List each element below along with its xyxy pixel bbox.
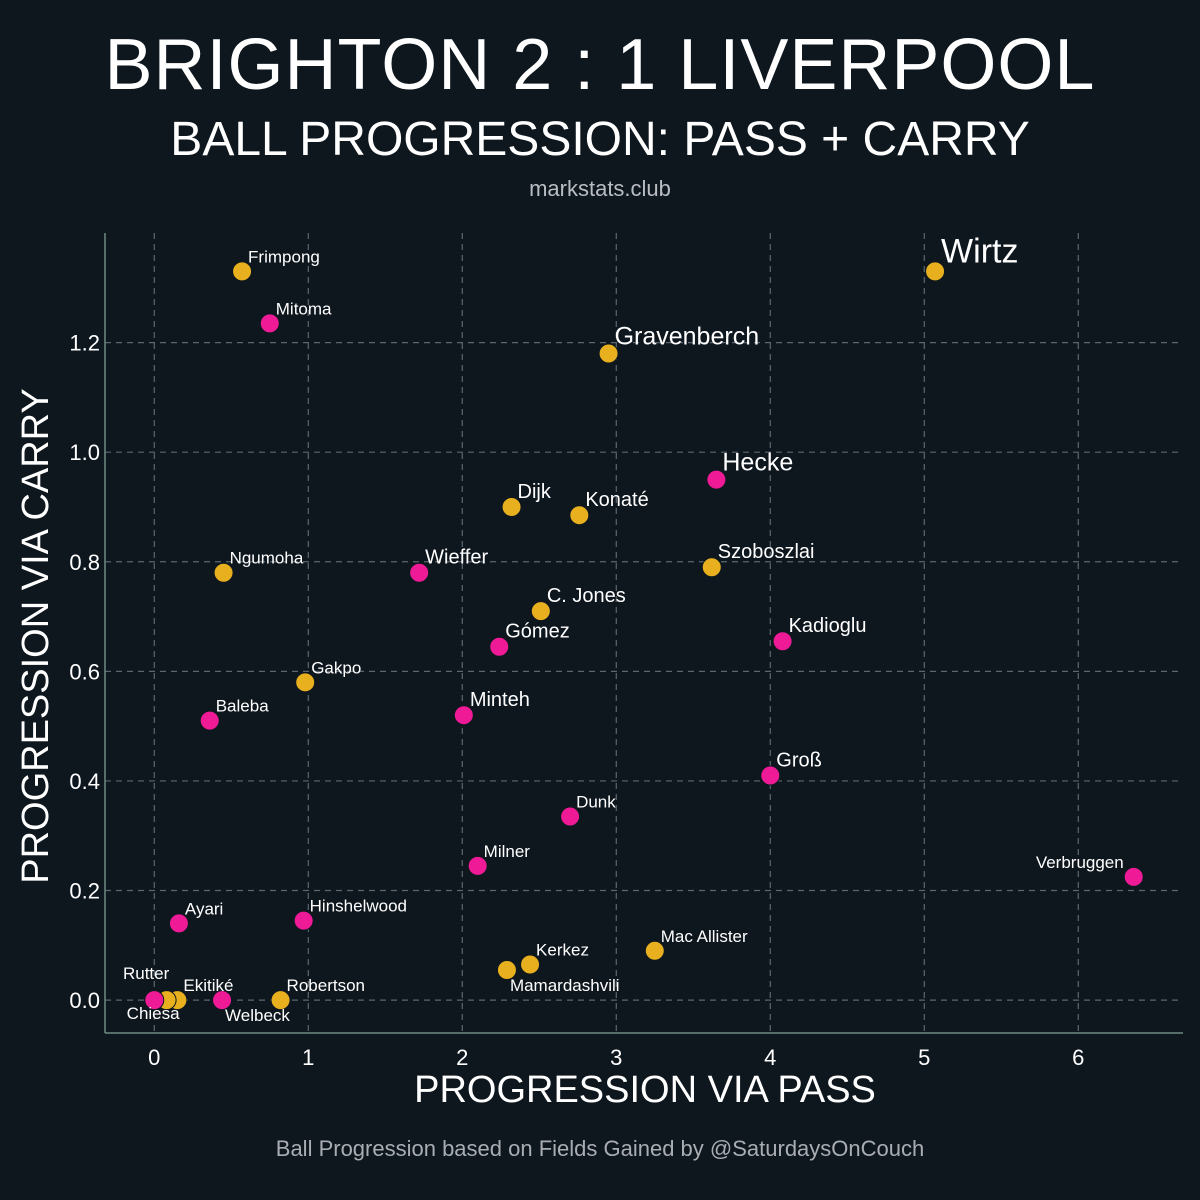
point-label: Ayari — [185, 899, 223, 918]
point-label: Rutter — [123, 964, 170, 983]
y-tick-label: 0.0 — [69, 988, 100, 1013]
point-kadioglu — [772, 631, 793, 652]
point-label: Gakpo — [311, 658, 361, 677]
site-credit: markstats.club — [529, 176, 671, 201]
y-tick-label: 0.8 — [69, 550, 100, 575]
x-tick-label: 1 — [302, 1045, 314, 1070]
point-label: C. Jones — [547, 585, 626, 607]
point-label: Chiesa — [127, 1004, 180, 1023]
point-gakpo — [295, 672, 316, 693]
x-tick-label: 4 — [764, 1045, 776, 1070]
x-tick-label: 0 — [148, 1045, 160, 1070]
point-mitoma — [259, 313, 280, 334]
point-dijk — [501, 496, 522, 517]
x-tick-label: 2 — [456, 1045, 468, 1070]
footer-credit: Ball Progression based on Fields Gained … — [275, 1136, 925, 1161]
point-label: Groß — [776, 749, 822, 771]
point-label: Milner — [484, 842, 531, 861]
point-label: Hecke — [722, 449, 793, 477]
x-tick-label: 6 — [1072, 1045, 1084, 1070]
point-label: Gómez — [505, 621, 569, 643]
axes — [104, 233, 1183, 1034]
tick-labels: 0 1 2 3 4 5 6 0.0 0.2 0.4 0.6 0.8 1.0 1.2 — [69, 331, 1084, 1070]
chart-title: BRIGHTON 2 : 1 LIVERPOOL — [104, 25, 1096, 105]
point-label: Frimpong — [248, 247, 320, 266]
y-tick-label: 1.0 — [69, 440, 100, 465]
point-robertson — [270, 990, 291, 1011]
point-ngumoha — [213, 562, 234, 583]
point-label: Konaté — [585, 489, 648, 511]
point-minteh — [453, 705, 474, 726]
point-hecke — [706, 469, 727, 490]
point-dunk — [560, 806, 581, 827]
point-label: Dunk — [576, 793, 616, 812]
point-label: Hinshelwood — [310, 897, 407, 916]
point-label: Wirtz — [941, 232, 1018, 270]
y-tick-label: 1.2 — [69, 331, 100, 356]
point-label: Szoboszlai — [718, 541, 815, 563]
point-rutter — [144, 990, 165, 1011]
point-gro- — [760, 765, 781, 786]
point-ayari — [168, 913, 189, 934]
point-label: Mamardashvili — [510, 976, 620, 995]
point-c-jones — [530, 601, 551, 622]
point-mamardashvili — [496, 959, 517, 980]
chart-subtitle: BALL PROGRESSION: PASS + CARRY — [170, 113, 1030, 166]
x-tick-label: 5 — [918, 1045, 930, 1070]
point-milner — [467, 855, 488, 876]
point-hinshelwood — [293, 910, 314, 931]
y-tick-label: 0.2 — [69, 879, 100, 904]
point-szoboszlai — [701, 557, 722, 578]
x-tick-label: 3 — [610, 1045, 622, 1070]
point-label: Wieffer — [425, 547, 488, 569]
point-label: Robertson — [287, 976, 365, 995]
point-label: Gravenberch — [615, 323, 760, 351]
y-tick-label: 0.6 — [69, 659, 100, 684]
point-verbruggen — [1123, 866, 1144, 887]
point-wirtz — [925, 261, 946, 282]
point-label: Kerkez — [536, 941, 589, 960]
point-konat- — [569, 505, 590, 526]
point-label: Baleba — [216, 697, 269, 716]
y-axis-label: PROGRESSION VIA CARRY — [15, 388, 57, 884]
point-gravenberch — [598, 343, 619, 364]
point-frimpong — [232, 261, 253, 282]
point-label: Mitoma — [276, 299, 332, 318]
point-wieffer — [409, 562, 430, 583]
y-tick-label: 0.4 — [69, 769, 100, 794]
point-mac-allister — [644, 940, 665, 961]
x-axis-label: PROGRESSION VIA PASS — [414, 1069, 876, 1111]
point-g-mez — [489, 636, 510, 657]
grid-lines — [105, 233, 1183, 1033]
point-label: Welbeck — [225, 1006, 290, 1025]
point-label: Kadioglu — [789, 615, 867, 637]
data-points — [144, 261, 1144, 1011]
point-label: Ekitiké — [183, 976, 233, 995]
point-label: Mac Allister — [661, 927, 748, 946]
point-labels: Wirtz Gravenberch Frimpong Dijk Konaté Szobos… — [123, 232, 1124, 1025]
point-baleba — [199, 710, 220, 731]
point-label: Ngumoha — [230, 549, 304, 568]
point-label: Verbruggen — [1036, 853, 1124, 872]
point-kerkez — [520, 954, 541, 975]
point-welbeck — [212, 990, 233, 1011]
point-label: Dijk — [518, 481, 552, 503]
point-label: Minteh — [470, 689, 530, 711]
